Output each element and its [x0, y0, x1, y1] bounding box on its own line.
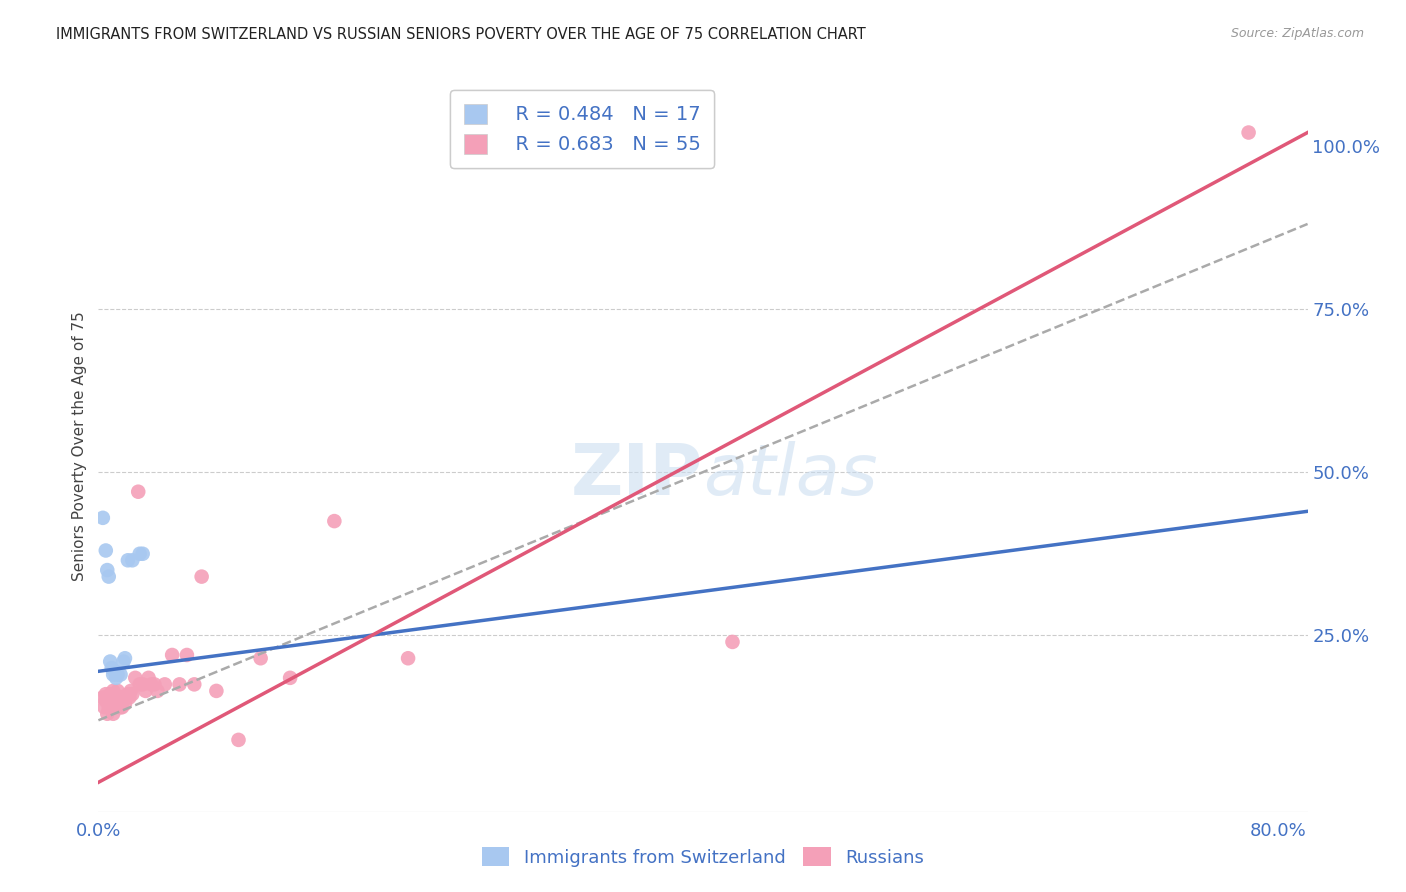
Point: [107, 690, 129, 705]
Point: [128, 547, 150, 561]
Point: [101, 706, 124, 721]
Legend:   R = 0.484   N = 17,   R = 0.683   N = 55: R = 0.484 N = 17, R = 0.683 N = 55: [450, 90, 714, 168]
Point: [97, 690, 120, 705]
Point: [108, 697, 131, 711]
Point: [111, 700, 134, 714]
Point: [96, 690, 118, 705]
Point: [104, 687, 127, 701]
Point: [115, 690, 138, 705]
Point: [91, 690, 114, 705]
Point: [94, 687, 117, 701]
Point: [101, 684, 124, 698]
Point: [117, 687, 139, 701]
Point: [100, 690, 122, 705]
Point: [183, 677, 205, 691]
Point: [107, 667, 129, 681]
Point: [100, 700, 122, 714]
Point: [94, 543, 117, 558]
Point: [323, 514, 346, 528]
Point: [111, 690, 134, 705]
Point: [153, 677, 176, 691]
Point: [110, 700, 132, 714]
Point: [396, 651, 419, 665]
Point: [112, 690, 135, 705]
Point: [101, 667, 124, 681]
Point: [131, 677, 153, 691]
Point: [131, 547, 153, 561]
Point: [97, 569, 120, 583]
Point: [141, 677, 163, 691]
Point: [98, 697, 121, 711]
Point: [176, 648, 198, 662]
Point: [249, 651, 271, 665]
Point: [124, 671, 146, 685]
Point: [228, 732, 250, 747]
Point: [104, 700, 127, 714]
Point: [120, 684, 142, 698]
Point: [143, 677, 166, 691]
Point: [108, 690, 131, 705]
Point: [160, 648, 183, 662]
Point: [107, 684, 129, 698]
Legend: Immigrants from Switzerland, Russians: Immigrants from Switzerland, Russians: [475, 840, 931, 874]
Point: [721, 635, 744, 649]
Point: [135, 684, 157, 698]
Point: [278, 671, 301, 685]
Point: [104, 665, 127, 679]
Point: [1237, 126, 1260, 140]
Point: [96, 563, 118, 577]
Point: [128, 677, 150, 691]
Point: [96, 706, 118, 721]
Text: atlas: atlas: [703, 441, 877, 509]
Text: ZIP: ZIP: [571, 441, 703, 509]
Point: [98, 655, 121, 669]
Point: [94, 694, 117, 708]
Point: [114, 697, 136, 711]
Point: [114, 651, 136, 665]
Point: [169, 677, 191, 691]
Point: [98, 687, 121, 701]
Point: [93, 700, 115, 714]
Point: [105, 690, 128, 705]
Point: [205, 684, 228, 698]
Point: [112, 655, 135, 669]
Point: [110, 667, 132, 681]
Point: [97, 700, 120, 714]
Point: [105, 671, 128, 685]
Point: [117, 553, 139, 567]
Y-axis label: Seniors Poverty Over the Age of 75: Seniors Poverty Over the Age of 75: [72, 311, 87, 581]
Point: [91, 511, 114, 525]
Point: [118, 690, 141, 705]
Point: [138, 671, 160, 685]
Point: [121, 553, 143, 567]
Point: [146, 684, 169, 698]
Text: IMMIGRANTS FROM SWITZERLAND VS RUSSIAN SENIORS POVERTY OVER THE AGE OF 75 CORREL: IMMIGRANTS FROM SWITZERLAND VS RUSSIAN S…: [56, 27, 866, 42]
Point: [127, 484, 149, 499]
Point: [100, 661, 122, 675]
Point: [190, 569, 212, 583]
Point: [121, 687, 143, 701]
Text: Source: ZipAtlas.com: Source: ZipAtlas.com: [1230, 27, 1364, 40]
Point: [105, 697, 128, 711]
